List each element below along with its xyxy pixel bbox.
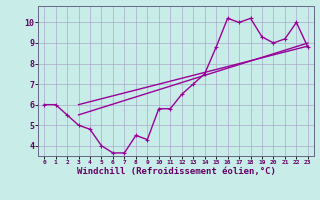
- X-axis label: Windchill (Refroidissement éolien,°C): Windchill (Refroidissement éolien,°C): [76, 167, 276, 176]
